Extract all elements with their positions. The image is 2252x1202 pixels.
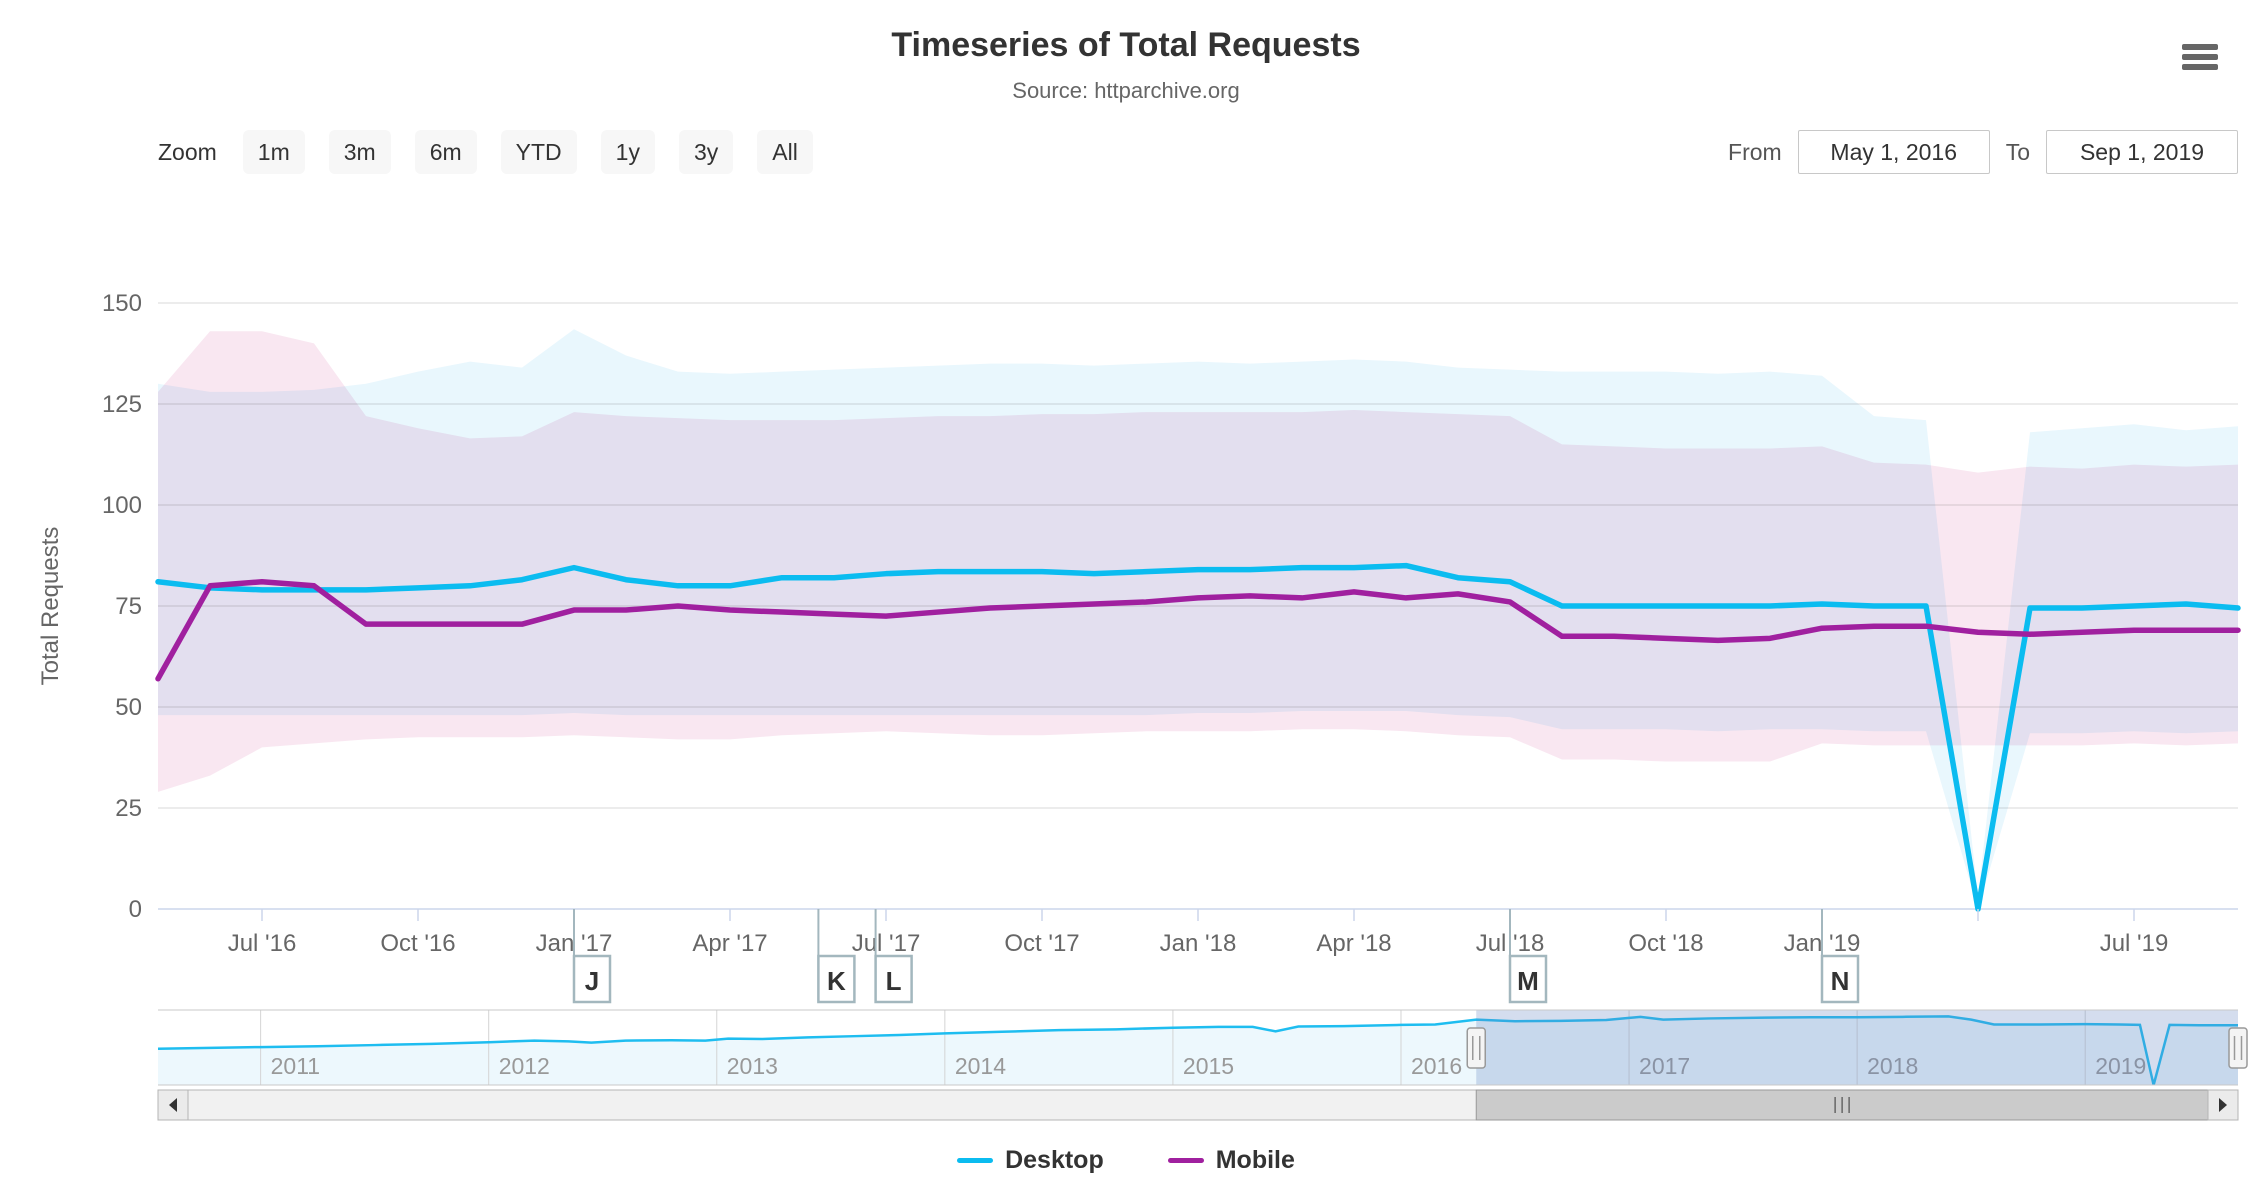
navigator-year-label: 2017	[1639, 1053, 1690, 1079]
navigator-year-label: 2016	[1411, 1053, 1462, 1079]
x-axis-tick-label: Jul '17	[852, 930, 921, 957]
navigator-year-label: 2019	[2095, 1053, 2146, 1079]
y-axis-tick-label: 25	[115, 795, 142, 822]
x-axis-tick-label: Oct '17	[1004, 930, 1079, 957]
scroll-left-arrow-icon	[169, 1098, 177, 1112]
to-label: To	[2005, 138, 2030, 165]
from-date-input[interactable]	[1797, 130, 1990, 174]
navigator-year-label: 2015	[1183, 1053, 1234, 1079]
zoom-button-3y[interactable]: 3y	[678, 130, 734, 174]
navigator-right-handle[interactable]	[2228, 1027, 2248, 1069]
flag-marker-M[interactable]	[1508, 954, 1548, 1004]
desktop-series-line	[155, 562, 2241, 912]
zoom-button-all[interactable]: All	[757, 130, 813, 174]
mobile-series-line	[155, 579, 2241, 682]
scroll-right-arrow-icon	[2219, 1098, 2227, 1112]
y-axis-tick-label: 0	[129, 896, 142, 923]
x-axis-tick-label: Apr '17	[692, 930, 767, 957]
navigator-year-label: 2012	[499, 1053, 550, 1079]
navigator-year-label: 2011	[271, 1053, 320, 1079]
flag-label: M	[1517, 966, 1539, 996]
zoom-button-ytd[interactable]: YTD	[500, 130, 577, 174]
navigator-left-handle[interactable]	[1466, 1027, 1486, 1069]
flag-label: N	[1831, 966, 1850, 996]
navigator-selected-range[interactable]	[1476, 1010, 2238, 1085]
x-axis-tick-label: Oct '16	[380, 930, 455, 957]
flag-marker-J[interactable]	[572, 954, 612, 1004]
x-axis-tick-label: Apr '18	[1316, 930, 1391, 957]
flag-marker-L[interactable]	[874, 954, 913, 1004]
x-axis-tick-label: Oct '18	[1628, 930, 1703, 957]
range-selector-inputs: From To	[1728, 130, 2238, 174]
flag-label: K	[827, 966, 846, 996]
zoom-button-3m[interactable]: 3m	[328, 130, 391, 174]
navigator-year-label: 2014	[955, 1053, 1006, 1079]
mobile-range-band	[158, 331, 2238, 792]
zoom-button-6m[interactable]: 6m	[414, 130, 477, 174]
y-axis-tick-label: 150	[102, 290, 142, 317]
mobile-series-swatch-icon	[1167, 1157, 1204, 1163]
y-axis-tick-label: 125	[102, 391, 142, 418]
chart-subtitle: Source: httparchive.org	[1012, 78, 1240, 103]
range-selector-buttons: Zoom 1m 3m 6m YTD 1y 3y All	[158, 130, 813, 174]
to-date-input[interactable]	[2046, 130, 2238, 174]
legend-label-desktop: Desktop	[1005, 1145, 1104, 1174]
navigator-year-label: 2018	[1867, 1053, 1918, 1079]
hamburger-icon	[2182, 54, 2218, 60]
y-axis-tick-label: 50	[115, 694, 142, 721]
y-axis-title: Total Requests	[37, 527, 64, 686]
navigator-series-line	[157, 1015, 2238, 1086]
x-axis-tick-label: Jul '16	[228, 930, 297, 957]
y-axis-tick-label: 100	[102, 492, 142, 519]
legend: Desktop Mobile	[0, 1138, 2252, 1182]
navigator-year-label: 2013	[727, 1053, 778, 1079]
zoom-button-1y[interactable]: 1y	[600, 130, 655, 174]
from-label: From	[1728, 138, 1782, 165]
legend-item-desktop[interactable]: Desktop	[957, 1146, 1104, 1175]
desktop-series-swatch-icon	[957, 1157, 994, 1163]
zoom-label: Zoom	[158, 138, 217, 165]
legend-item-mobile[interactable]: Mobile	[1167, 1145, 1295, 1175]
hamburger-icon	[2182, 64, 2218, 70]
flag-label: L	[886, 966, 902, 996]
navigator-area	[158, 1016, 2238, 1085]
legend-label-mobile: Mobile	[1215, 1145, 1295, 1174]
x-axis-tick-label: Jan '18	[1160, 930, 1237, 957]
x-axis-tick-label: Jul '19	[2100, 930, 2169, 957]
y-axis-tick-label: 75	[115, 593, 142, 620]
flag-label: J	[585, 966, 599, 996]
zoom-button-1m[interactable]: 1m	[242, 130, 305, 174]
flag-marker-K[interactable]	[817, 954, 856, 1004]
hamburger-icon	[2182, 44, 2218, 50]
chart-title: Timeseries of Total Requests	[891, 26, 1361, 64]
chart-context-menu-button[interactable]	[2178, 36, 2222, 76]
flag-marker-N[interactable]	[1820, 954, 1860, 1004]
